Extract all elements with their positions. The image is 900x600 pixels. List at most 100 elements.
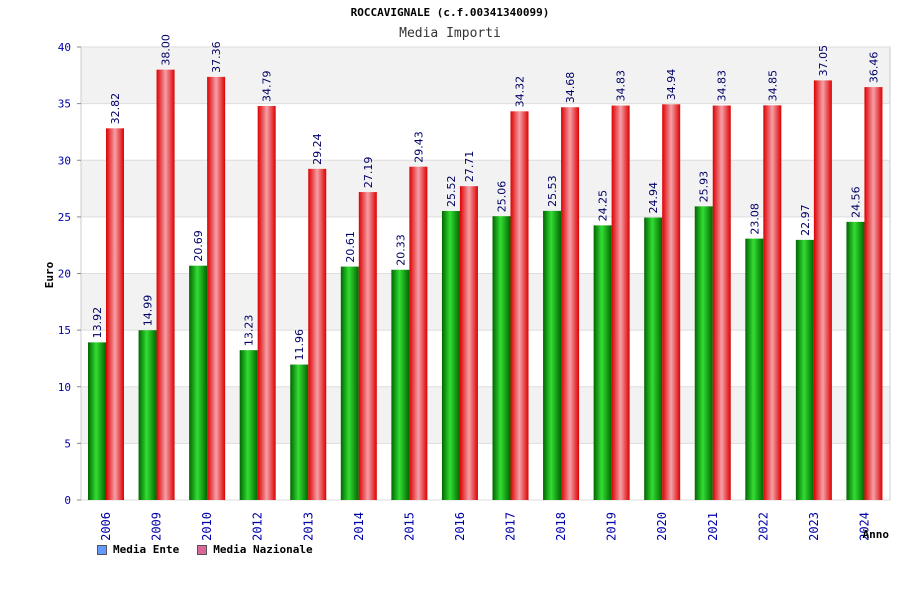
bar-media-nazionale xyxy=(611,105,630,501)
bar-media-ente xyxy=(694,206,713,500)
bar-label-media-ente: 22.97 xyxy=(799,204,812,236)
bar-label-media-nazionale: 27.71 xyxy=(463,151,476,183)
bar-label-media-ente: 20.33 xyxy=(394,234,407,266)
bar-media-ente xyxy=(340,266,359,500)
x-tick-label: 2013 xyxy=(301,512,315,541)
y-tick-label: 35 xyxy=(58,98,71,111)
bar-label-media-nazionale: 34.79 xyxy=(261,71,274,103)
bar-label-media-nazionale: 37.05 xyxy=(817,45,830,77)
bar-media-ente xyxy=(189,265,208,500)
bar-label-media-nazionale: 38.00 xyxy=(160,34,173,66)
bar-label-media-ente: 13.23 xyxy=(243,315,256,347)
legend-label-media-ente: Media Ente xyxy=(113,543,180,556)
bar-label-media-ente: 25.93 xyxy=(698,171,711,203)
x-tick-label: 2010 xyxy=(200,512,214,541)
bar-label-media-nazionale: 34.85 xyxy=(766,70,779,102)
x-tick-label: 2022 xyxy=(756,512,770,541)
bar-media-nazionale xyxy=(763,105,782,500)
x-tick-label: 2006 xyxy=(99,512,113,541)
bar-label-media-ente: 11.96 xyxy=(293,329,306,361)
x-tick-label: 2021 xyxy=(706,512,720,541)
bar-label-media-nazionale: 34.83 xyxy=(716,70,729,102)
bar-media-nazionale xyxy=(409,166,428,500)
bar-label-media-ente: 23.08 xyxy=(748,203,761,235)
bar-media-ente xyxy=(644,217,663,500)
bar-media-nazionale xyxy=(308,168,327,500)
y-tick-label: 30 xyxy=(58,154,71,167)
legend-label-media-nazionale: Media Nazionale xyxy=(213,543,313,556)
bar-label-media-ente: 24.94 xyxy=(647,182,660,214)
x-tick-label: 2016 xyxy=(453,512,467,541)
bar-media-ente xyxy=(441,210,460,500)
bar-label-media-nazionale: 37.36 xyxy=(210,41,223,73)
legend-item-media-ente: Media Ente xyxy=(97,543,179,556)
bar-media-nazionale xyxy=(257,106,276,501)
y-tick-label: 25 xyxy=(58,211,71,224)
bar-label-media-ente: 24.56 xyxy=(849,186,862,218)
bar-label-media-nazionale: 27.19 xyxy=(362,157,375,189)
bar-media-ente xyxy=(239,350,258,500)
bar-label-media-ente: 20.69 xyxy=(192,230,205,262)
bar-media-nazionale xyxy=(358,192,377,501)
bar-media-nazionale xyxy=(459,186,478,500)
x-axis-label: Anno xyxy=(863,528,890,541)
y-tick-label: 15 xyxy=(58,324,71,337)
bar-label-media-nazionale: 32.82 xyxy=(109,93,122,125)
x-tick-label: 2019 xyxy=(605,512,619,541)
bar-label-media-nazionale: 34.83 xyxy=(615,70,628,102)
bar-media-ente xyxy=(138,330,157,500)
x-tick-label: 2012 xyxy=(251,512,265,541)
bar-media-ente xyxy=(290,364,309,500)
legend-swatch-media-ente xyxy=(97,544,107,555)
legend-swatch-media-nazionale xyxy=(197,544,208,555)
bar-label-media-ente: 13.92 xyxy=(91,307,104,339)
x-tick-label: 2018 xyxy=(554,512,568,541)
y-tick-label: 5 xyxy=(64,437,71,450)
y-tick-label: 20 xyxy=(58,268,71,281)
bar-media-nazionale xyxy=(662,104,681,500)
bar-media-ente xyxy=(88,342,106,500)
x-tick-label: 2015 xyxy=(402,512,416,541)
x-tick-label: 2017 xyxy=(504,512,518,541)
bar-label-media-nazionale: 29.43 xyxy=(412,131,425,163)
y-tick-label: 40 xyxy=(58,41,71,54)
bar-label-media-nazionale: 34.94 xyxy=(665,69,678,101)
chart-subtitle: Media Importi xyxy=(399,26,501,41)
bar-label-media-nazionale: 29.24 xyxy=(311,133,324,165)
bar-media-nazionale xyxy=(813,80,832,500)
bar-media-ente xyxy=(846,221,865,500)
bar-label-media-ente: 25.06 xyxy=(496,181,509,213)
bar-media-nazionale xyxy=(712,105,731,501)
bar-label-media-nazionale: 34.32 xyxy=(514,76,527,108)
x-tick-label: 2020 xyxy=(655,512,669,541)
bar-media-nazionale xyxy=(156,69,175,501)
bar-media-nazionale xyxy=(510,111,529,501)
bar-label-media-ente: 25.53 xyxy=(546,175,559,207)
bar-media-ente xyxy=(391,269,410,500)
x-tick-label: 2023 xyxy=(807,512,821,541)
bar-media-ente xyxy=(593,225,612,500)
bar-label-media-nazionale: 34.68 xyxy=(564,72,577,104)
y-axis-label: Euro xyxy=(43,261,56,288)
bar-media-ente xyxy=(795,239,814,500)
y-tick-label: 0 xyxy=(64,494,71,507)
bar-label-media-ente: 24.25 xyxy=(597,190,610,222)
bar-media-ente xyxy=(745,238,764,500)
bar-media-nazionale xyxy=(561,107,580,501)
x-tick-label: 2014 xyxy=(352,512,366,541)
legend-item-media-nazionale: Media Nazionale xyxy=(197,543,313,556)
bar-media-nazionale xyxy=(864,87,883,500)
x-tick-label: 2009 xyxy=(150,512,164,541)
chart-title: ROCCAVIGNALE (c.f.00341340099) xyxy=(350,6,550,19)
bar-label-media-ente: 14.99 xyxy=(142,295,155,327)
bar-media-nazionale xyxy=(207,76,226,500)
bar-label-media-nazionale: 36.46 xyxy=(867,52,880,84)
x-tick-label: 2024 xyxy=(857,512,871,541)
bar-label-media-ente: 20.61 xyxy=(344,231,357,263)
bar-label-media-ente: 25.52 xyxy=(445,175,458,207)
bar-media-nazionale xyxy=(106,128,124,500)
chart-legend: Media Ente Media Nazionale xyxy=(97,543,325,556)
y-tick-label: 10 xyxy=(58,381,71,394)
bar-media-ente xyxy=(543,210,562,501)
